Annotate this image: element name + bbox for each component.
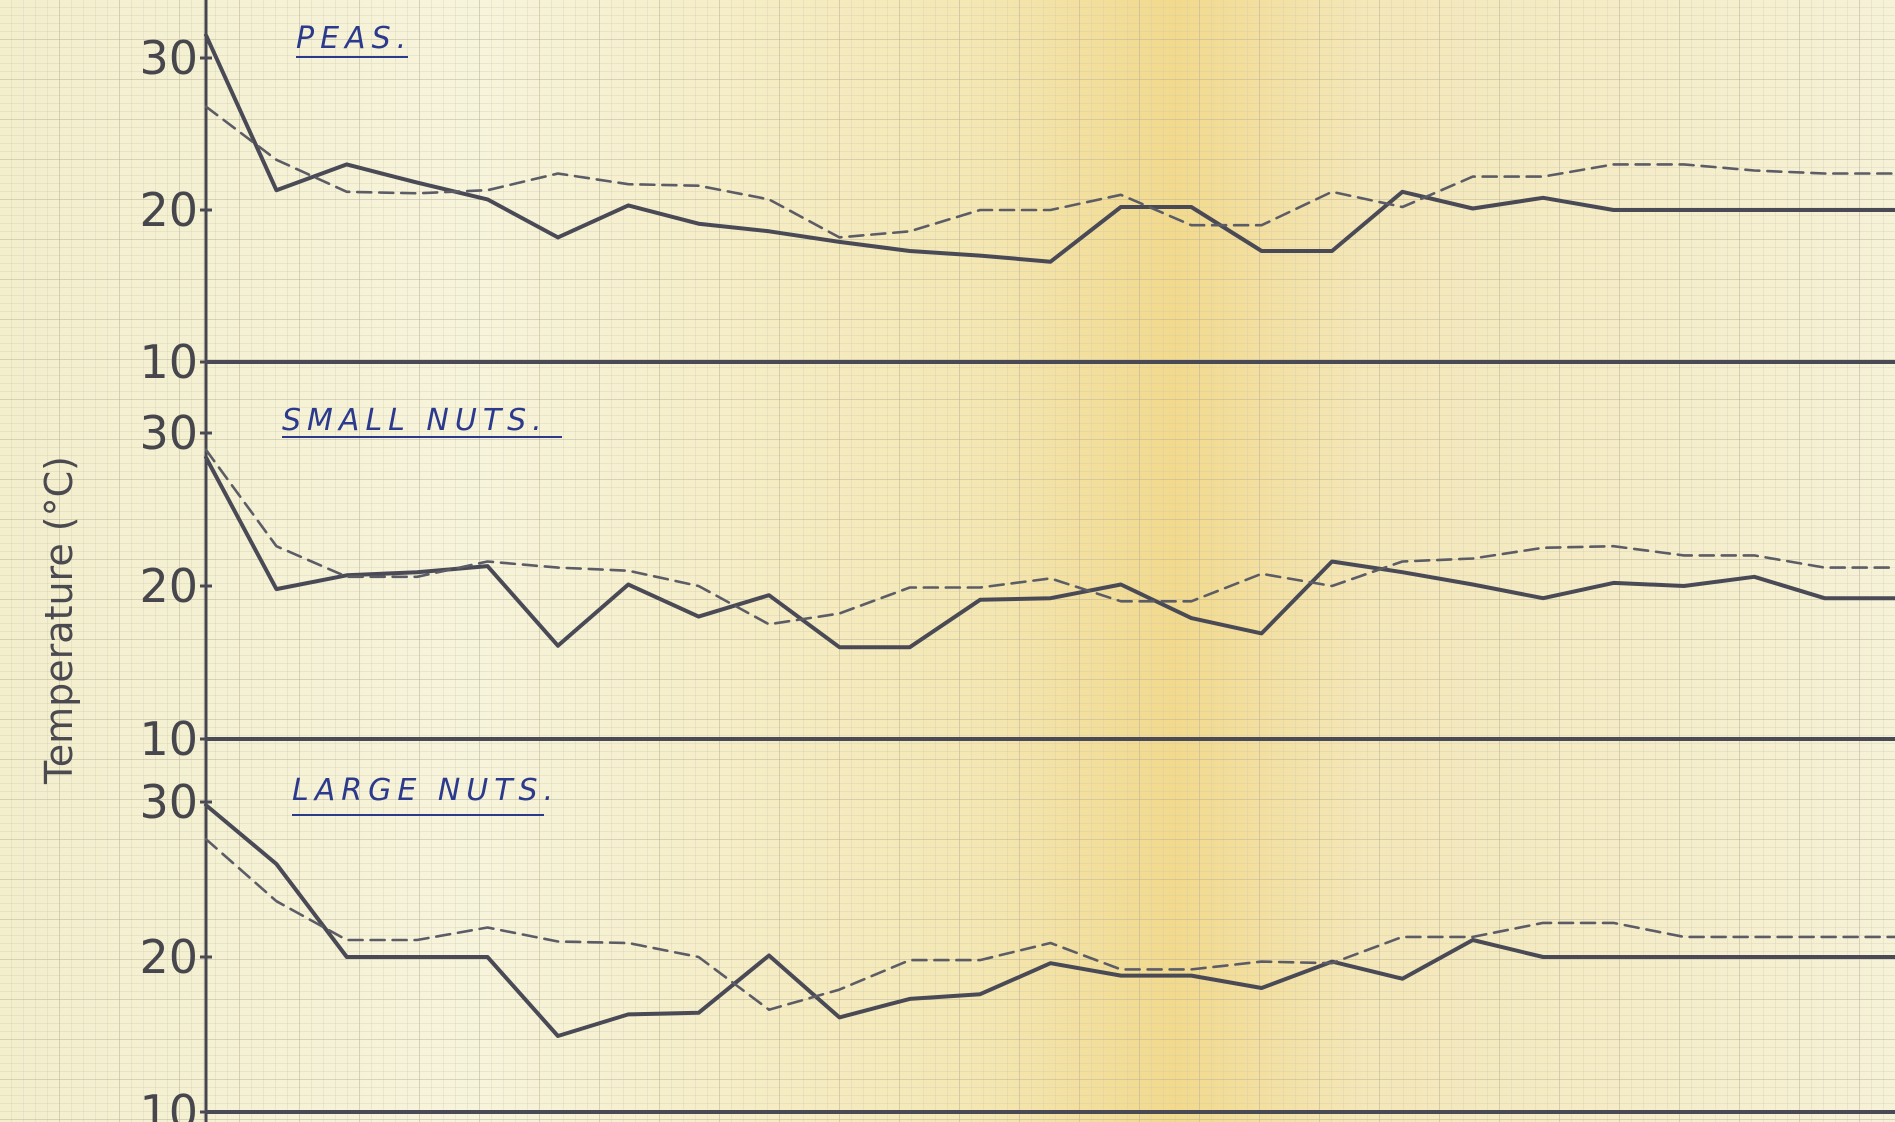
series-line-dashed [204, 837, 1895, 1012]
series-line-dashed [204, 105, 1895, 239]
y-tick-label: 30 [139, 31, 198, 85]
chart-panels: 30 20 10 PEAS. 30 20 10 SMALL NUTS. 30 20 10 LARGE … [139, 21, 1895, 1122]
y-tick-label: 10 [139, 712, 198, 766]
panel-2: 30 20 10 SMALL NUTS. [139, 403, 1895, 766]
y-tick-label: 20 [139, 559, 198, 613]
y-tick-label: 10 [139, 335, 198, 389]
series-line-solid [204, 803, 1895, 1038]
panel-title: SMALL NUTS. [282, 403, 548, 438]
panel-title: PEAS. [296, 21, 412, 56]
panel-title: LARGE NUTS. [292, 773, 559, 808]
y-tick-label: 20 [139, 183, 198, 237]
series-line-solid [204, 455, 1895, 650]
y-tick-label: 10 [139, 1085, 198, 1122]
y-tick-label: 20 [139, 930, 198, 984]
y-tick-label: 30 [139, 775, 198, 829]
panel-3: 30 20 10 LARGE NUTS. [139, 773, 1895, 1122]
y-axis-label: Temperature (°C) [37, 456, 81, 785]
series-line-solid [204, 33, 1895, 264]
series-line-dashed [204, 448, 1895, 626]
y-tick-label: 30 [139, 406, 198, 460]
panel-1: 30 20 10 PEAS. [139, 21, 1895, 389]
